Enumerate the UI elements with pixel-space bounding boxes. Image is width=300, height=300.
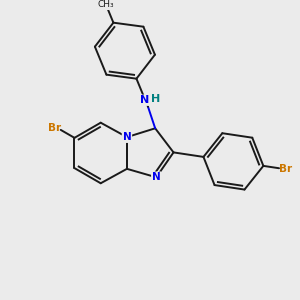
Text: H: H	[152, 94, 161, 104]
Text: Br: Br	[48, 124, 61, 134]
Text: Br: Br	[279, 164, 292, 174]
Text: CH₃: CH₃	[98, 0, 114, 9]
Text: N: N	[152, 172, 161, 182]
Text: N: N	[123, 132, 131, 142]
Text: N: N	[140, 95, 149, 105]
